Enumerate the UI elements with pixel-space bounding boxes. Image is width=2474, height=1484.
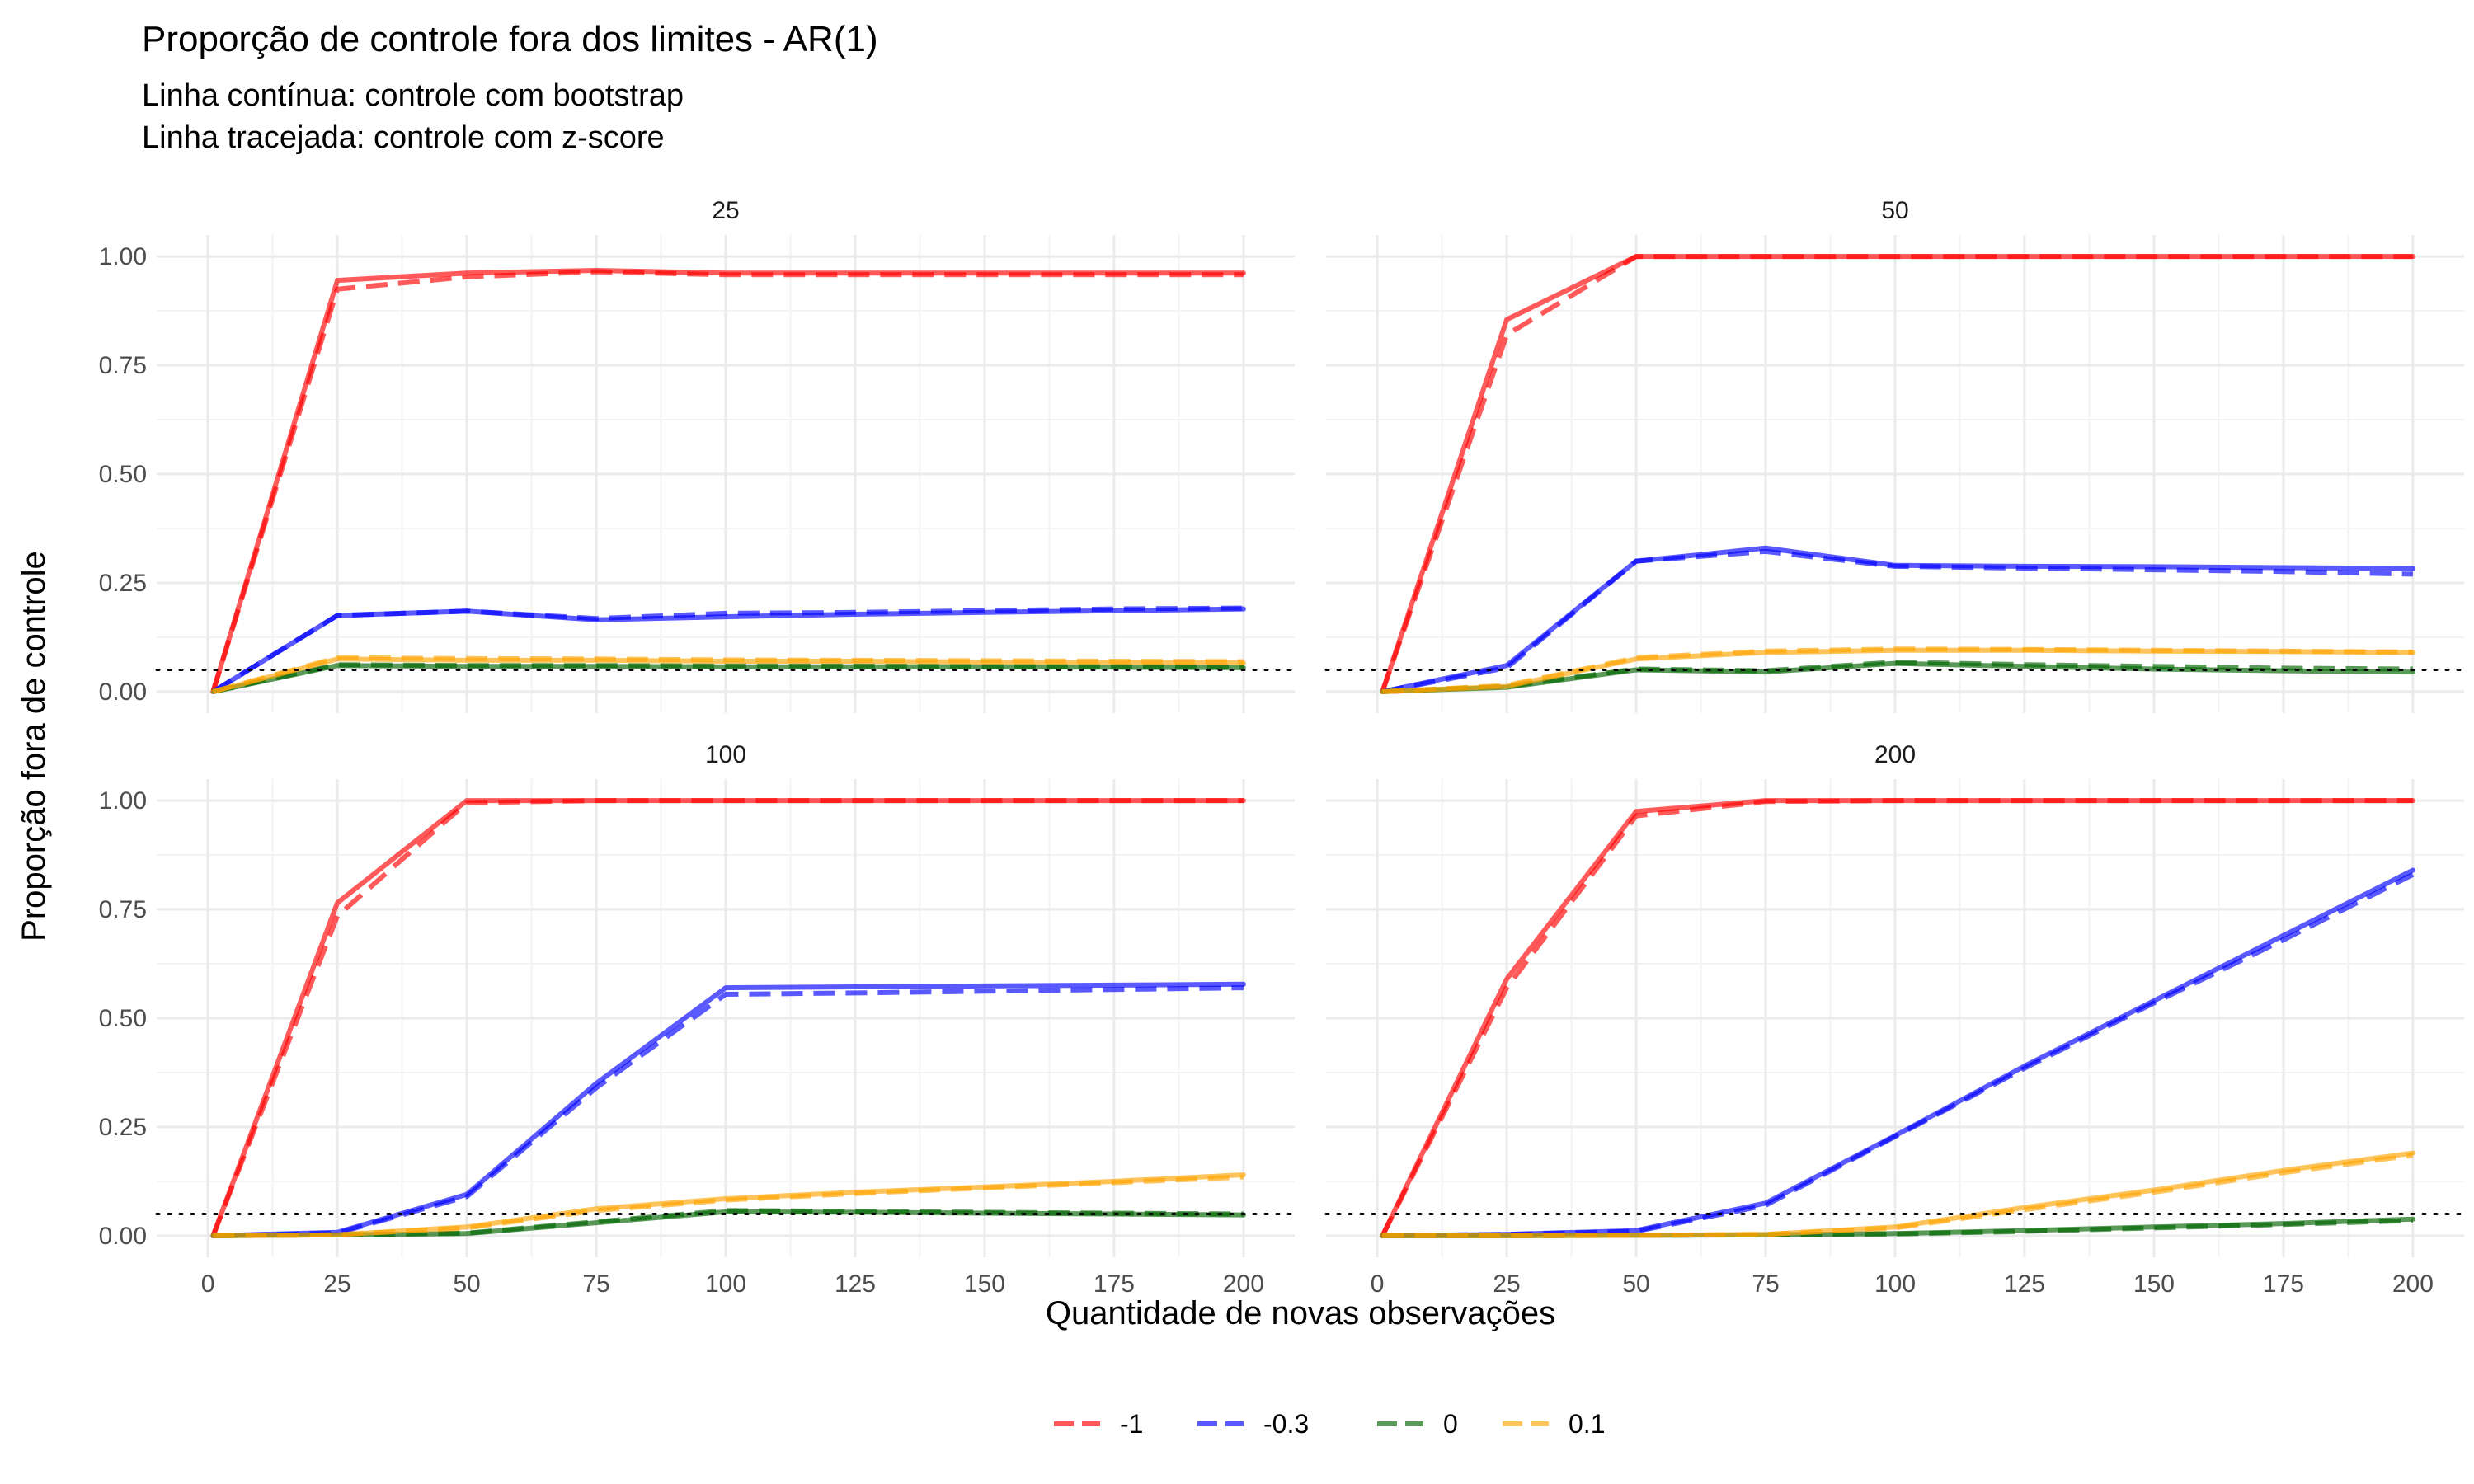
facet-panel-25: 25 0.00 0.25 0.50 0.75 1.00	[99, 197, 1296, 713]
facet-panels: 25 0.00 0.25 0.50 0.75 1.00 50 100 0.00 0.25 0.50 0…	[99, 197, 2466, 1298]
y-axis-title: Proporção fora de controle	[16, 551, 52, 942]
facet-label: 100	[705, 741, 746, 768]
x-tick-label: 50	[1622, 1270, 1649, 1298]
legend: -1 -0.3 0 0.1	[1054, 1409, 1605, 1439]
x-tick-label: 175	[1094, 1270, 1135, 1298]
series-line-zscore--0.3	[211, 605, 1244, 694]
series-line-zscore-0	[212, 662, 1244, 694]
y-tick-label: 0.50	[99, 1005, 147, 1032]
facet-panel-100: 100 0.00 0.25 0.50 0.75 1.00 0 25 50 75 100 125 150 1…	[99, 741, 1296, 1298]
chart-subtitle-line-2: Linha tracejada: controle com z-score	[142, 120, 665, 155]
chart-subtitle-line-1: Linha contínua: controle com bootstrap	[142, 78, 684, 113]
x-tick-label: 175	[2263, 1270, 2304, 1298]
gridlines	[157, 779, 1295, 1257]
legend-item--0.3: -0.3	[1197, 1409, 1309, 1439]
series-line-zscore-0.1	[1382, 646, 2413, 694]
x-tick-label: 200	[1223, 1270, 1264, 1298]
gridlines	[1326, 779, 2464, 1257]
facet-panel-50: 50	[1324, 197, 2466, 713]
legend-label: 0	[1443, 1409, 1458, 1439]
legend-item-0.1: 0.1	[1503, 1409, 1605, 1439]
y-tick-label: 0.75	[99, 352, 147, 379]
series-line-zscore-0.1	[213, 1174, 1244, 1238]
series-line-zscore--1	[1380, 254, 2413, 693]
x-tick-label: 125	[2004, 1270, 2045, 1298]
x-tick-label: 50	[453, 1270, 480, 1298]
legend-label: -1	[1120, 1409, 1143, 1439]
x-tick-label: 150	[964, 1270, 1005, 1298]
y-tick-label: 1.00	[99, 787, 147, 815]
series-line-zscore-0	[1382, 660, 2413, 694]
gridlines	[157, 235, 1295, 713]
facet-label: 50	[1881, 197, 1908, 224]
x-tick-label: 0	[201, 1270, 215, 1298]
chart-title: Proporção de controle fora dos limites -…	[142, 19, 878, 59]
legend-label: -0.3	[1263, 1409, 1309, 1439]
x-tick-label: 75	[1752, 1270, 1779, 1298]
y-tick-label: 0.00	[99, 1223, 147, 1250]
x-tick-label: 100	[1874, 1270, 1916, 1298]
legend-item-0: 0	[1377, 1409, 1458, 1439]
x-tick-label: 100	[705, 1270, 746, 1298]
series-line-bootstrap--0.3	[210, 606, 1246, 694]
y-tick-label: 0.50	[99, 461, 147, 488]
series-line-zscore--1	[210, 269, 1244, 693]
x-tick-label: 0	[1371, 1270, 1385, 1298]
series-line-zscore--0.3	[1381, 548, 2413, 694]
facet-panel-200: 200 0 25 50 75 100 125 150 175 200	[1324, 741, 2466, 1298]
facet-label: 25	[712, 197, 739, 224]
series-line-zscore--1	[1380, 798, 2413, 1237]
x-tick-label: 150	[2133, 1270, 2175, 1298]
gridlines	[1326, 235, 2464, 713]
x-tick-label: 25	[323, 1270, 350, 1298]
x-tick-label: 75	[582, 1270, 609, 1298]
y-tick-label: 0.00	[99, 679, 147, 706]
series-line-zscore--0.3	[213, 985, 1244, 1238]
series-line-zscore-0.1	[212, 655, 1244, 694]
x-tick-label: 125	[835, 1270, 876, 1298]
x-axis-title: Quantidade de novas observações	[1046, 1295, 1555, 1331]
y-tick-label: 0.25	[99, 570, 147, 597]
y-tick-label: 0.25	[99, 1114, 147, 1141]
series-line-zscore--1	[210, 798, 1244, 1237]
y-tick-label: 1.00	[99, 243, 147, 270]
x-tick-label: 200	[2392, 1270, 2434, 1298]
series-line-zscore-0.1	[1382, 1153, 2414, 1238]
x-tick-label: 25	[1493, 1270, 1520, 1298]
legend-item--1: -1	[1054, 1409, 1143, 1439]
legend-label: 0.1	[1569, 1409, 1605, 1439]
facet-label: 200	[1874, 741, 1916, 768]
series-line-bootstrap--1	[210, 268, 1246, 694]
y-tick-label: 0.75	[99, 896, 147, 923]
